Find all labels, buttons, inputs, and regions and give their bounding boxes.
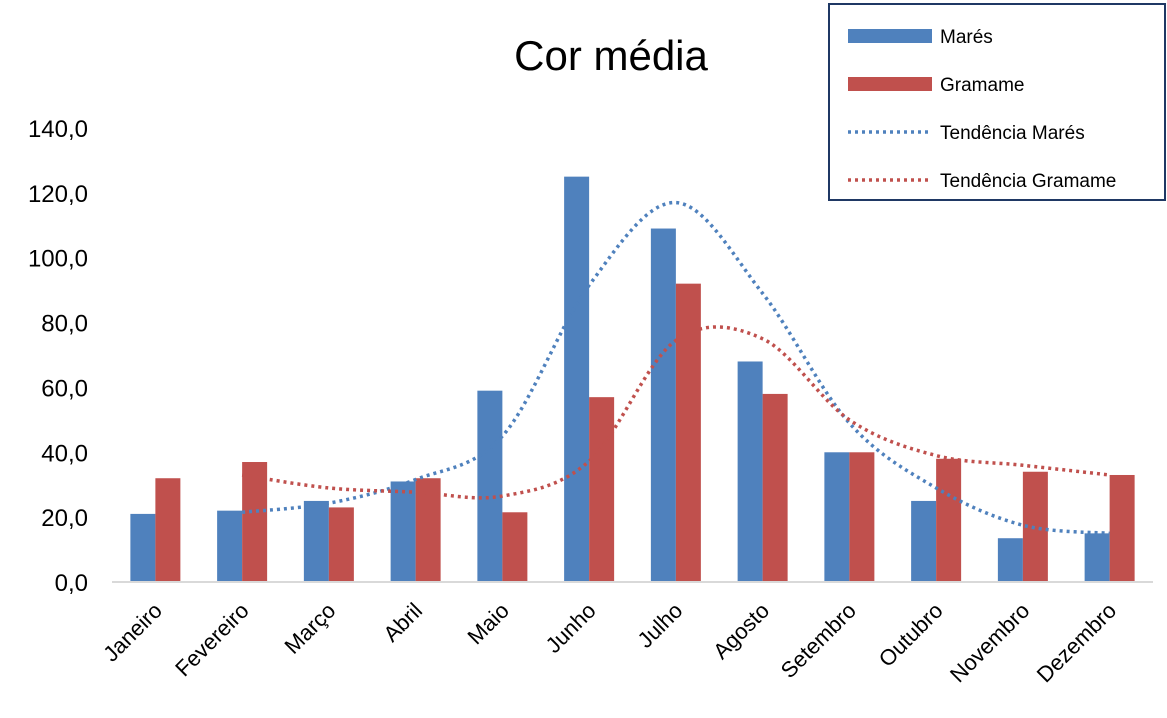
x-tick-label: Agosto xyxy=(708,598,774,664)
bar xyxy=(936,458,962,582)
y-tick-label: 0,0 xyxy=(55,570,88,597)
bars xyxy=(130,176,1135,582)
x-tick-label: Dezembro xyxy=(1032,598,1121,687)
y-tick-label: 80,0 xyxy=(41,311,88,338)
bar xyxy=(762,393,788,582)
x-tick-label: Julho xyxy=(633,598,688,653)
bar-series xyxy=(155,283,1135,582)
x-tick-label: Abril xyxy=(378,598,427,647)
bar xyxy=(564,176,590,582)
bar xyxy=(1084,533,1110,582)
y-tick-label: 120,0 xyxy=(28,181,88,208)
bar xyxy=(217,510,243,582)
x-tick-label: Fevereiro xyxy=(170,598,253,681)
bar xyxy=(824,452,850,582)
legend-swatch xyxy=(848,29,932,43)
x-tick-label: Janeiro xyxy=(98,598,167,667)
bar xyxy=(1109,474,1135,582)
y-tick-label: 40,0 xyxy=(41,440,88,467)
bar xyxy=(155,478,181,582)
x-tick-label: Outubro xyxy=(874,598,948,672)
x-tick-label: Março xyxy=(280,598,341,659)
trendline xyxy=(241,200,1110,536)
legend-swatch xyxy=(848,77,932,91)
trendlines xyxy=(241,200,1110,536)
x-tick-label: Setembro xyxy=(776,598,861,683)
legend-label: Tendência Marés xyxy=(940,123,1085,144)
x-tick-label: Novembro xyxy=(945,598,1034,687)
bar xyxy=(911,500,937,582)
bar-series xyxy=(130,176,1110,582)
legend-label: Gramame xyxy=(940,75,1024,96)
bar xyxy=(997,538,1023,582)
bar xyxy=(303,500,329,582)
legend: Marés Gramame Tendência Marés Tendência Gra… xyxy=(828,3,1166,201)
bar xyxy=(242,462,268,582)
bar xyxy=(328,507,354,582)
legend-label: Tendência Gramame xyxy=(940,171,1116,192)
bar xyxy=(502,512,528,582)
bar xyxy=(390,481,416,582)
y-tick-label: 100,0 xyxy=(28,246,88,273)
trendline xyxy=(241,325,1110,500)
x-tick-label: Junho xyxy=(541,598,601,658)
chart-title: Cor média xyxy=(514,32,708,79)
y-tick-label: 140,0 xyxy=(28,116,88,143)
y-axis: 0,0 20,0 40,0 60,0 80,0 100,0 120,0 140,0 xyxy=(28,116,88,597)
x-axis: Janeiro Fevereiro Março Abril Maio Junho Julho… xyxy=(98,581,1153,687)
bar xyxy=(589,397,615,582)
y-tick-label: 60,0 xyxy=(41,375,88,402)
bar xyxy=(415,478,441,582)
bar xyxy=(675,283,701,582)
bar xyxy=(477,390,503,582)
bar xyxy=(737,361,763,582)
x-tick-label: Maio xyxy=(463,598,514,649)
bar xyxy=(650,228,676,582)
legend-label: Marés xyxy=(940,27,993,48)
y-tick-label: 20,0 xyxy=(41,505,88,532)
bar xyxy=(130,513,156,582)
bar xyxy=(849,452,875,582)
